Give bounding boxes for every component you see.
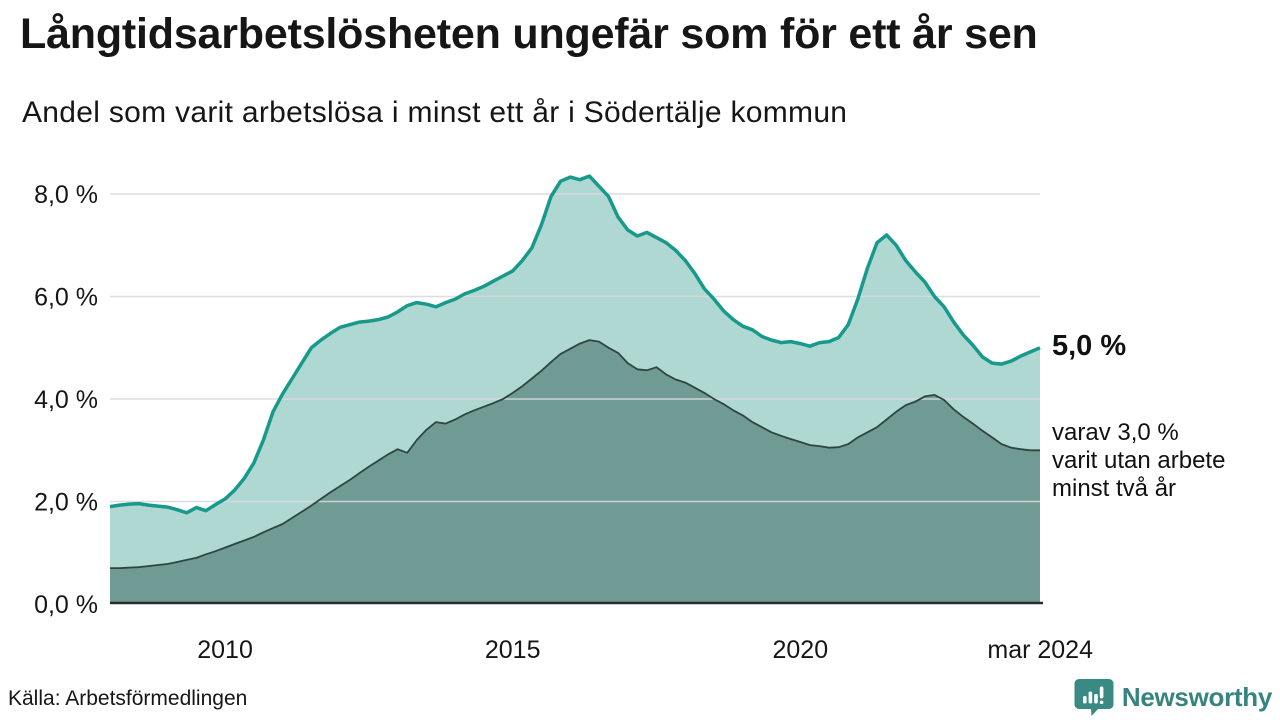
line-unemployed-1yr: [109, 174, 1041, 515]
series2-annotation: varav 3,0 % varit utan arbete minst två …: [1052, 419, 1225, 503]
y-tick-label: 4,0 %: [34, 386, 98, 414]
series2-annotation-line2: varit utan arbete: [1052, 447, 1226, 475]
chart-title: Långtidsarbetslösheten ungefär som för e…: [20, 10, 1038, 58]
y-tick-label: 8,0 %: [34, 181, 98, 209]
x-tick-label: 2020: [772, 636, 828, 664]
newsworthy-icon: [1074, 679, 1114, 716]
series2-annotation-line1: varav 3,0 %: [1052, 419, 1179, 447]
series2-annotation-line3: minst två år: [1052, 475, 1177, 503]
y-tick-label: 0,0 %: [34, 591, 98, 619]
source-text: Källa: Arbetsförmedlingen: [8, 687, 248, 710]
y-tick-label: 2,0 %: [34, 489, 98, 517]
x-tick-label: mar 2024: [987, 636, 1093, 664]
chart-subtitle: Andel som varit arbetslösa i minst ett å…: [22, 96, 848, 129]
x-tick-label: 2015: [485, 636, 541, 664]
y-tick-label: 6,0 %: [34, 284, 98, 312]
series1-end-value-label: 5,0 %: [1052, 329, 1127, 362]
line-unemployed-2yr: [110, 339, 1040, 569]
newsworthy-logo: Newsworthy: [1074, 678, 1272, 716]
newsworthy-wordmark: Newsworthy: [1121, 681, 1272, 712]
area-fill-unemployed-2yr: [110, 340, 1040, 604]
x-tick-label: 2010: [197, 636, 253, 664]
